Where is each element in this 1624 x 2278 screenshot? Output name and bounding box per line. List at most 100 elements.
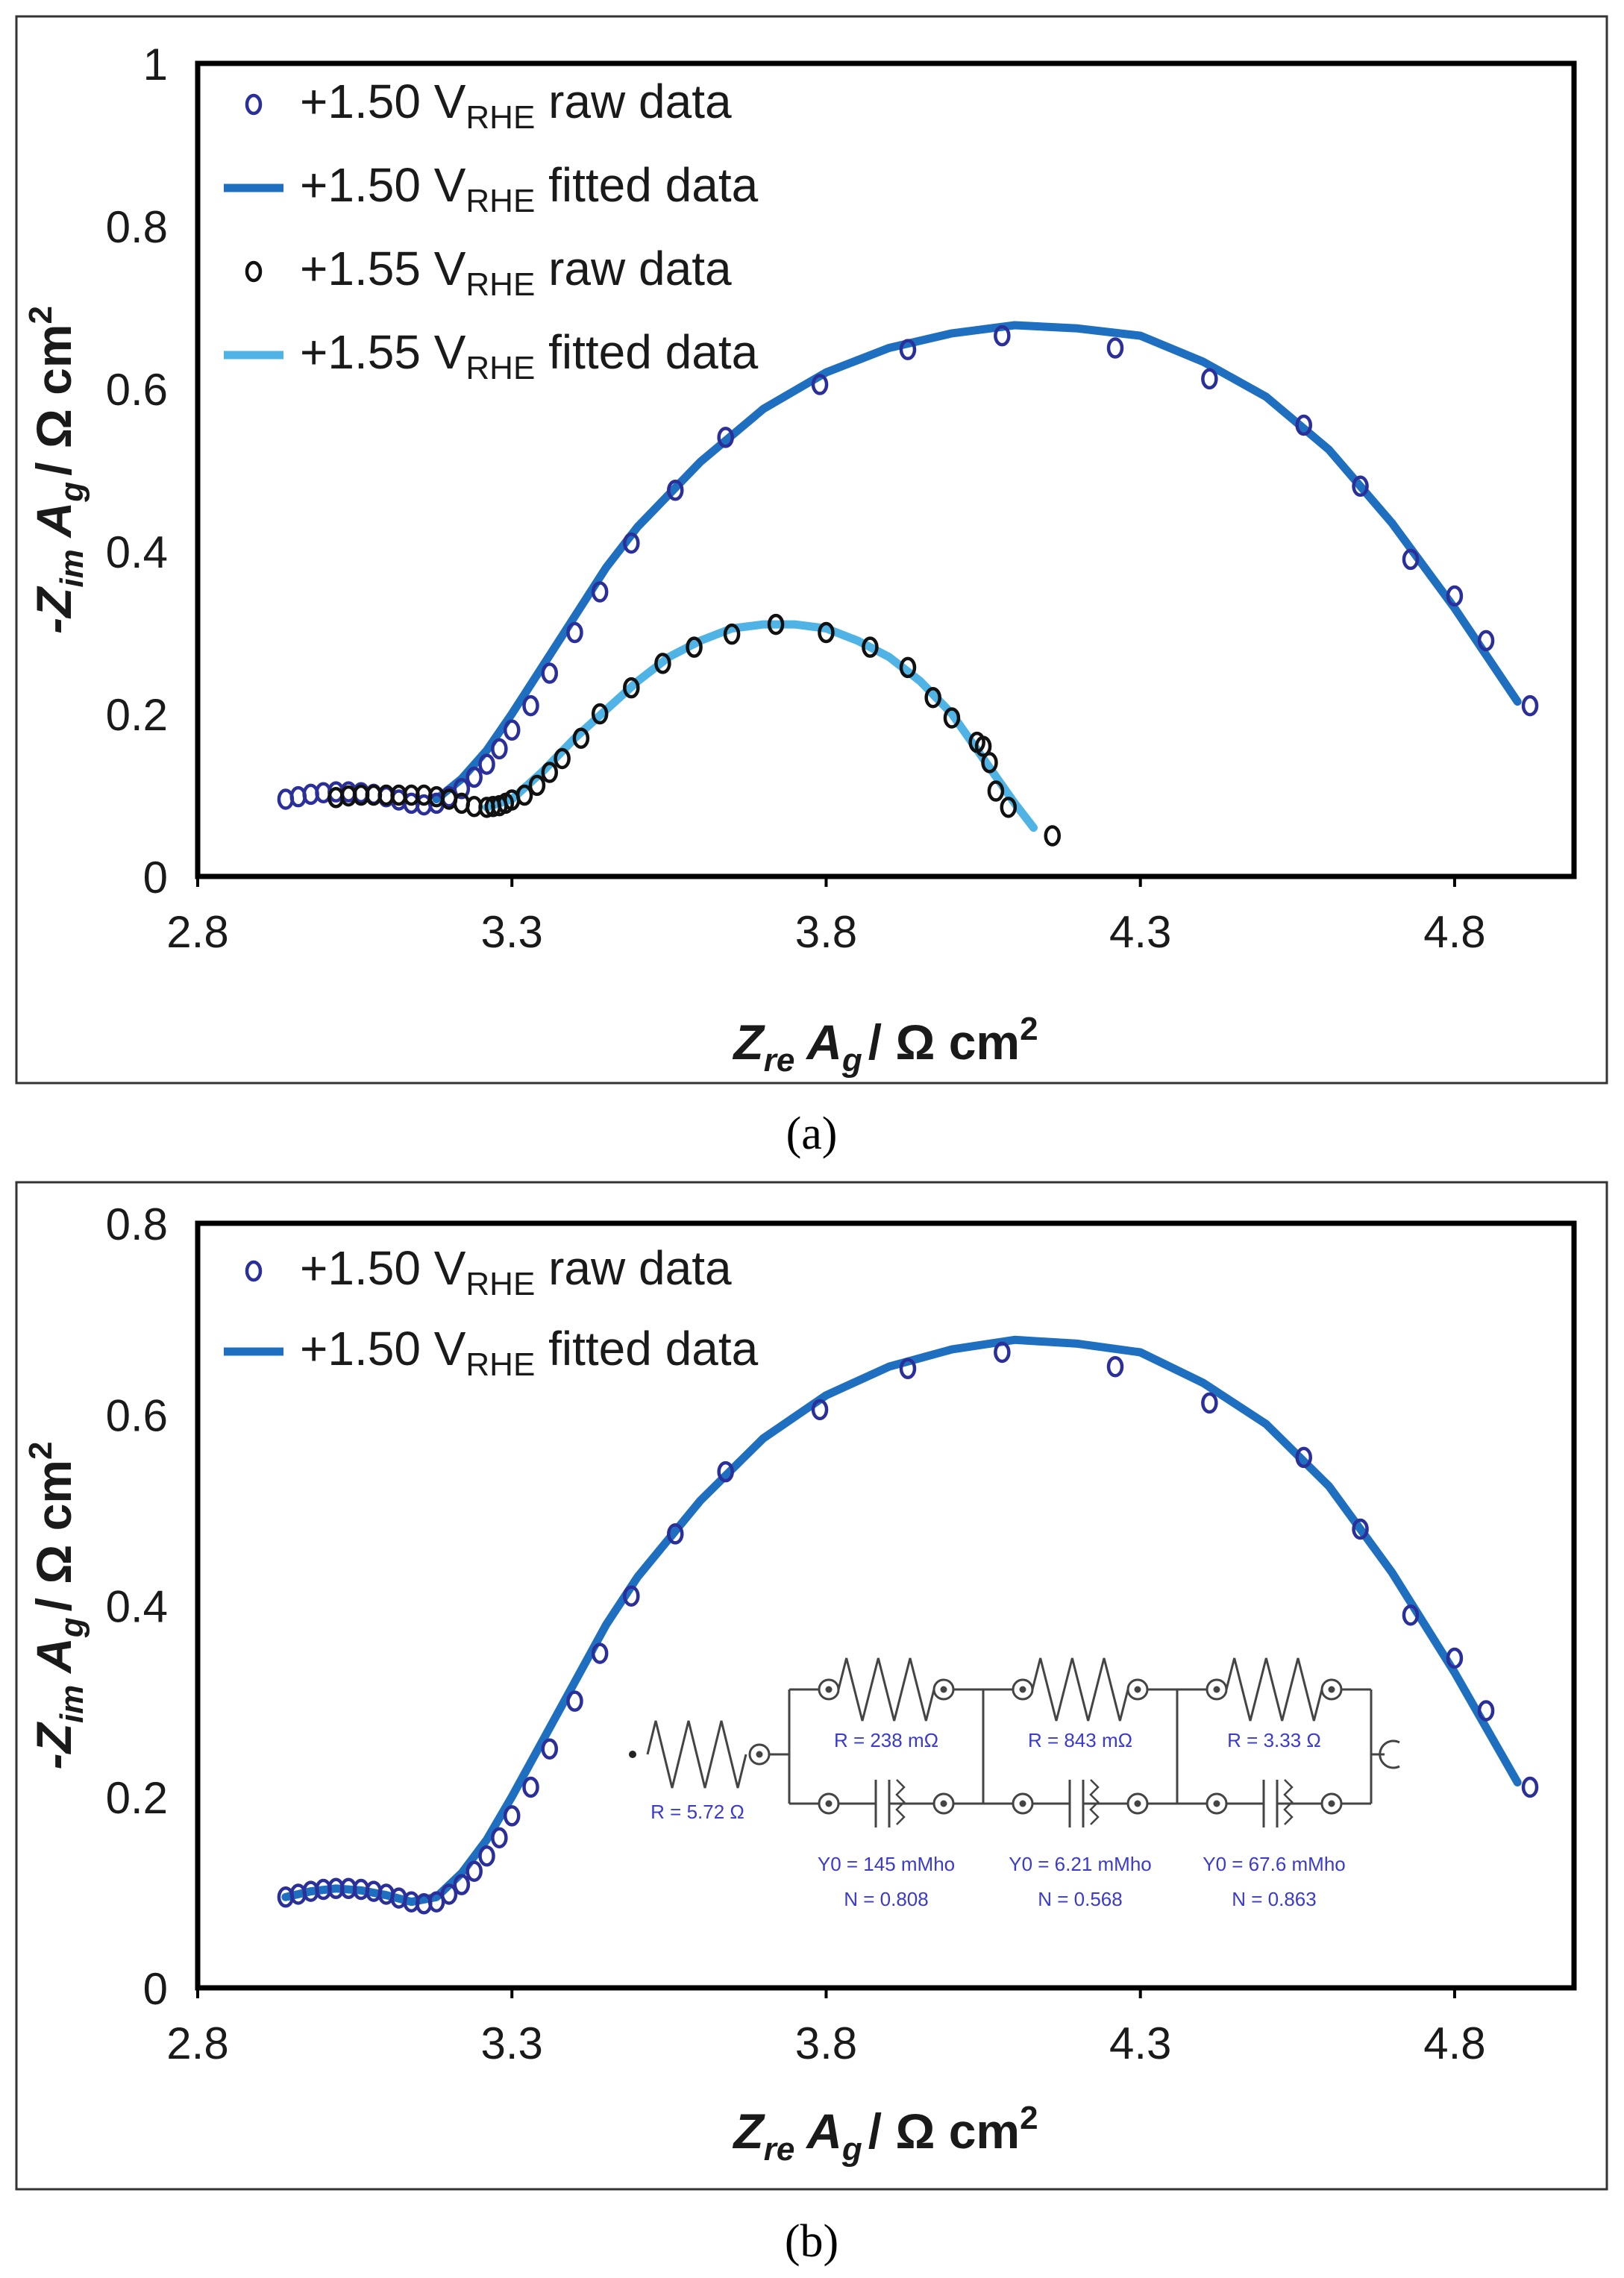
circuit-y0-label: Y0 = 67.6 mMho [1203, 1853, 1346, 1875]
data-point [994, 324, 1011, 347]
data-point [1201, 1392, 1218, 1414]
plot-area-border [195, 1220, 1577, 1991]
circuit-node-dot [756, 1751, 763, 1758]
data-point [1352, 1518, 1369, 1540]
circuit-y0-label: Y0 = 6.21 mMho [1009, 1853, 1152, 1875]
data-point [723, 623, 741, 645]
plot-area-border [195, 60, 1577, 879]
data-point [591, 703, 609, 725]
data-point [491, 1827, 508, 1849]
data-point [811, 1399, 829, 1421]
data-point [566, 1690, 583, 1712]
data-point [522, 694, 539, 717]
y-axis-label-unit: / Ω cm [26, 1460, 81, 1611]
y-axis-label-mid: A [26, 502, 81, 550]
x-tick-label: 3.3 [481, 907, 543, 957]
legend-label: +1.50 VRHE fitted data [300, 1322, 759, 1383]
data-point [1106, 337, 1124, 359]
data-point [1477, 1700, 1495, 1722]
data-point [899, 656, 917, 679]
circuit-node-dot [825, 1800, 833, 1807]
y-axis-label-sub2: g [54, 1617, 90, 1638]
data-point [478, 753, 495, 775]
cpe-squiggle [895, 1779, 906, 1825]
data-point [427, 1891, 445, 1913]
data-point [862, 636, 879, 658]
data-point [541, 662, 559, 684]
cpe-squiggle [1089, 1779, 1100, 1825]
legend-label-pre: +1.50 V [300, 75, 466, 128]
data-point [541, 1738, 559, 1760]
data-point [899, 339, 917, 360]
x-axis-label-unit: / Ω cm [868, 2103, 1020, 2159]
data-point [1402, 548, 1420, 571]
data-point [1295, 414, 1312, 436]
y-axis-label-main: -Z [26, 1721, 81, 1769]
x-tick-label: 4.3 [1109, 907, 1171, 957]
circuit-y0-label: Y0 = 145 mMho [818, 1853, 955, 1875]
circuit-node-dot [1019, 1800, 1026, 1807]
legend-label-post: fitted data [535, 1322, 758, 1375]
x-axis-label-sub: re [764, 1042, 795, 1079]
data-point [1295, 1446, 1312, 1469]
y-axis-label-sup: 2 [22, 306, 59, 324]
data-point [1521, 694, 1539, 717]
legend-label-pre: +1.55 V [300, 242, 466, 295]
data-point [1446, 585, 1464, 607]
data-point [899, 1358, 917, 1379]
circuit-r-label: R = 843 mΩ [1028, 1729, 1132, 1751]
circuit-node-dot [1134, 1800, 1141, 1807]
data-point [981, 752, 998, 774]
data-point [717, 427, 734, 448]
data-point [1521, 1776, 1539, 1798]
legend-label-pre: +1.50 V [300, 158, 466, 212]
x-axis-label-mid: A [794, 2103, 842, 2159]
x-axis-label-sup: 2 [1020, 2100, 1038, 2136]
circuit-node-dot [940, 1686, 947, 1693]
x-axis-label: Zre Ag / Ω cm2 [732, 1011, 1038, 1079]
y-axis-label-unit: / Ω cm [26, 324, 81, 476]
y-axis-label-sub: im [54, 1685, 90, 1723]
data-point [667, 480, 684, 501]
data-point [478, 1845, 495, 1867]
series-line [281, 1335, 1522, 1907]
y-tick-label: 0.2 [106, 690, 168, 740]
data-point [541, 762, 559, 783]
y-tick-label: 0.6 [106, 1390, 168, 1440]
data-point [974, 735, 992, 757]
legend-label-sub: RHE [465, 266, 535, 303]
legend-label: +1.55 VRHE raw data [300, 242, 732, 303]
y-axis-label-sub: im [54, 549, 90, 587]
x-tick-label: 2.8 [166, 2018, 228, 2068]
x-axis-label-main: Z [732, 1014, 765, 1070]
y-tick-label: 0.4 [106, 1582, 168, 1632]
y-tick-label: 1 [143, 40, 168, 90]
legend-label: +1.55 VRHE fitted data [300, 325, 759, 386]
circuit-node-dot [1328, 1800, 1335, 1807]
x-tick-label: 3.8 [795, 2018, 857, 2068]
x-tick-label: 3.8 [795, 907, 857, 957]
data-point [522, 1776, 539, 1798]
caption-a: (a) [786, 1108, 838, 1159]
data-point [1446, 1647, 1464, 1669]
resistor-r0 [646, 1720, 747, 1789]
panel-a-frame [15, 15, 1608, 1085]
legend-label-post: raw data [535, 75, 732, 128]
y-axis-label-mid: A [26, 1637, 81, 1685]
data-point [515, 784, 533, 806]
y-tick-label: 0.6 [106, 365, 168, 415]
data-point [767, 613, 785, 636]
x-tick-label: 2.8 [166, 907, 228, 957]
x-axis-label-unit: / Ω cm [868, 1014, 1020, 1070]
x-axis-label-sub: re [764, 2131, 795, 2168]
data-point [1402, 1604, 1420, 1626]
data-point [591, 1642, 609, 1664]
legend-marker [245, 1260, 263, 1282]
resistor [1031, 1657, 1129, 1722]
legend-label-sub: RHE [465, 183, 535, 219]
data-point [924, 686, 941, 709]
x-tick-label: 4.8 [1423, 2018, 1485, 2068]
legend-label-post: raw data [535, 1241, 732, 1295]
data-point [554, 747, 571, 770]
